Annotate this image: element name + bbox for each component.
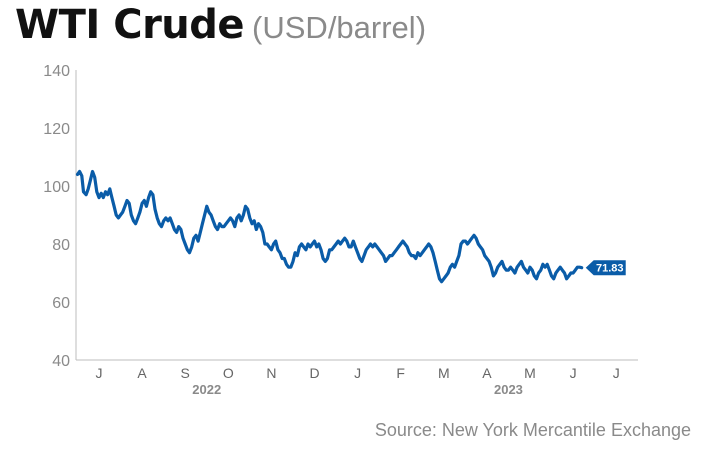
y-tick-label: 140 (43, 63, 70, 80)
x-tick-label: A (482, 365, 492, 381)
x-tick-label: F (396, 365, 405, 381)
chart-title: WTI Crude (USD/barrel) (15, 2, 426, 48)
x-tick-label: J (96, 365, 103, 381)
price-series-line (75, 169, 584, 284)
x-tick-label: S (181, 365, 190, 381)
last-value-label: 71.83 (596, 263, 624, 275)
y-tick-label: 60 (52, 295, 70, 312)
x-tick-label: M (438, 365, 450, 381)
y-tick-label: 40 (52, 353, 70, 370)
x-tick-label: A (137, 365, 147, 381)
x-tick-label: O (223, 365, 234, 381)
x-tick-label: N (266, 365, 276, 381)
chart-title-main: WTI Crude (15, 2, 245, 48)
x-tick-label: J (570, 365, 577, 381)
year-label: 2022 (192, 382, 221, 397)
year-label: 2023 (494, 382, 523, 397)
x-tick-label: J (613, 365, 620, 381)
x-tick-label: D (309, 365, 319, 381)
source-note: Source: New York Mercantile Exchange (374, 420, 691, 440)
x-tick-label: M (524, 365, 536, 381)
y-tick-label: 100 (43, 179, 70, 196)
y-tick-label: 80 (52, 237, 70, 254)
y-tick-label: 120 (43, 121, 70, 138)
last-value-tag (585, 260, 626, 276)
chart-title-unit: (USD/barrel) (252, 10, 427, 45)
x-tick-label: J (354, 365, 361, 381)
